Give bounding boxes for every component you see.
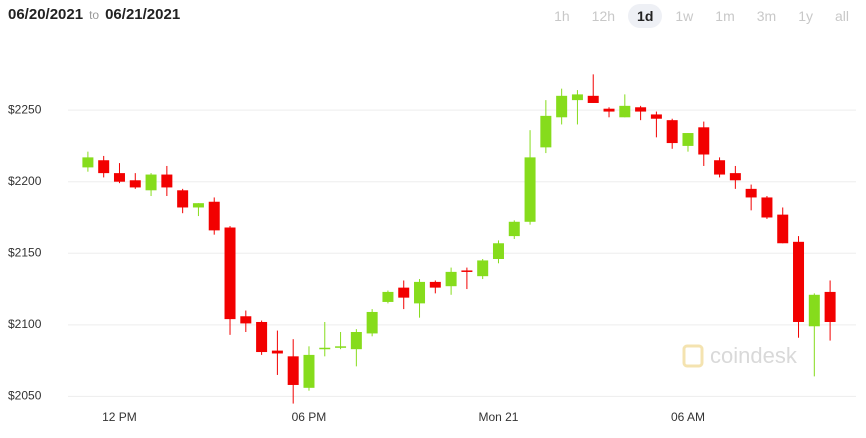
y-tick-label: $2050 [8,389,42,403]
candle-body [635,107,647,112]
candle-body [666,120,678,144]
candle-body [729,173,741,181]
candle-body [208,201,220,231]
candle-body [508,221,520,237]
candle-body [414,281,426,304]
candle-body [777,214,789,244]
candle-body [271,350,283,354]
candle-body [524,157,536,222]
candle-body [382,291,394,302]
range-button[interactable]: 12h [591,8,616,24]
range-button[interactable]: 1w [675,8,694,24]
x-tick-label: Mon 21 [478,410,518,424]
candle-body [824,291,836,322]
to-word: to [89,8,100,22]
range-button[interactable]: 1y [798,8,813,24]
to-date[interactable]: 06/21/2021 [105,6,181,23]
candle-body [129,180,141,188]
y-tick-label: $2250 [8,102,42,116]
range-buttons: 1h 12h 1d 1w 1m 3m 1y all [545,4,858,28]
candle-body [161,174,173,188]
candle-body [319,347,331,350]
candle-body [587,95,599,103]
candle-body [477,260,489,277]
candle-body [698,127,710,155]
candle-body [556,95,568,118]
candle-body [192,203,204,208]
candle-body [540,115,552,148]
candle-body [335,346,347,348]
range-button[interactable]: 3m [756,8,777,24]
candle-body [177,190,189,208]
candle-body [682,133,694,146]
candle-body [366,311,378,334]
from-date[interactable]: 06/20/2021 [8,6,84,23]
candle-body [350,332,362,350]
candle-body [240,316,252,324]
candle-body [761,197,773,218]
x-tick-label: 06 PM [292,410,327,424]
x-tick-label: 12 PM [102,410,137,424]
candle-body [808,294,820,327]
candle-body [287,356,299,385]
candle-body [429,281,441,288]
y-tick-label: $2100 [8,317,42,331]
candle-body [98,160,110,174]
candle-body [445,271,457,287]
watermark: coindesk [682,343,798,368]
date-range: 06/20/2021 to 06/21/2021 [8,6,180,23]
candle-body [571,94,583,101]
y-tick-label: $2200 [8,174,42,188]
range-button[interactable]: all [834,8,849,24]
candle-body [256,321,268,353]
candle-body [398,287,410,298]
y-tick-label: $2150 [8,245,42,259]
candle-body [145,174,157,191]
candle-body [650,114,662,119]
candle-body [492,243,504,259]
x-tick-label: 06 AM [671,410,705,424]
candle-body [303,354,315,388]
candle-body [82,157,94,168]
candle-body [461,270,473,272]
candle-body [745,188,757,198]
range-button[interactable]: 1d [628,4,663,28]
watermark-text: coindesk [710,343,798,368]
candle-body [714,160,726,175]
candle-body [793,241,805,322]
candle-body [603,108,615,112]
range-button[interactable]: 1m [715,8,735,24]
candle-body [113,173,125,182]
candle-body [224,227,236,320]
candle-body [619,105,631,118]
range-button[interactable]: 1h [554,8,570,24]
